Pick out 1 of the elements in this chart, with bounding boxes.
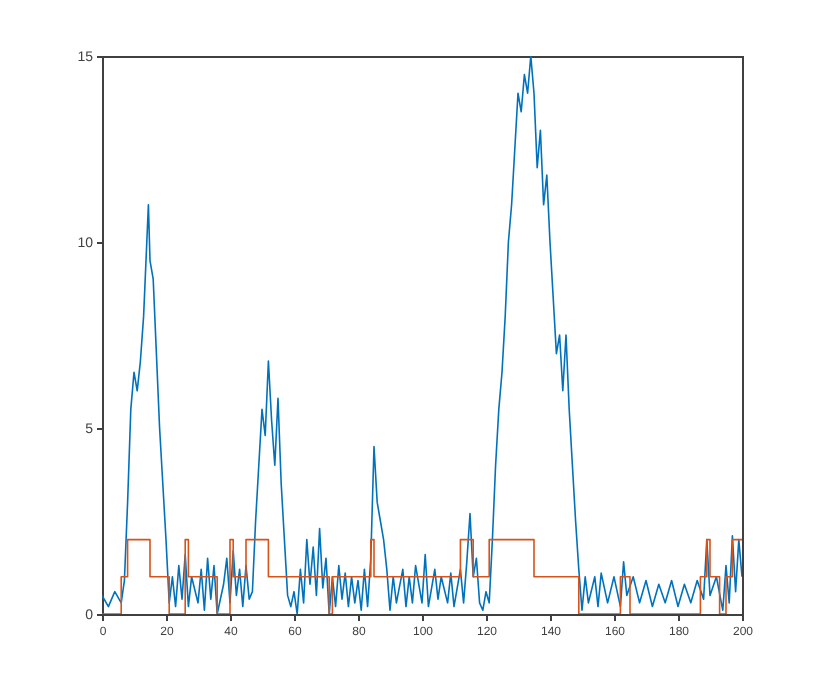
- line-series: [102, 56, 742, 614]
